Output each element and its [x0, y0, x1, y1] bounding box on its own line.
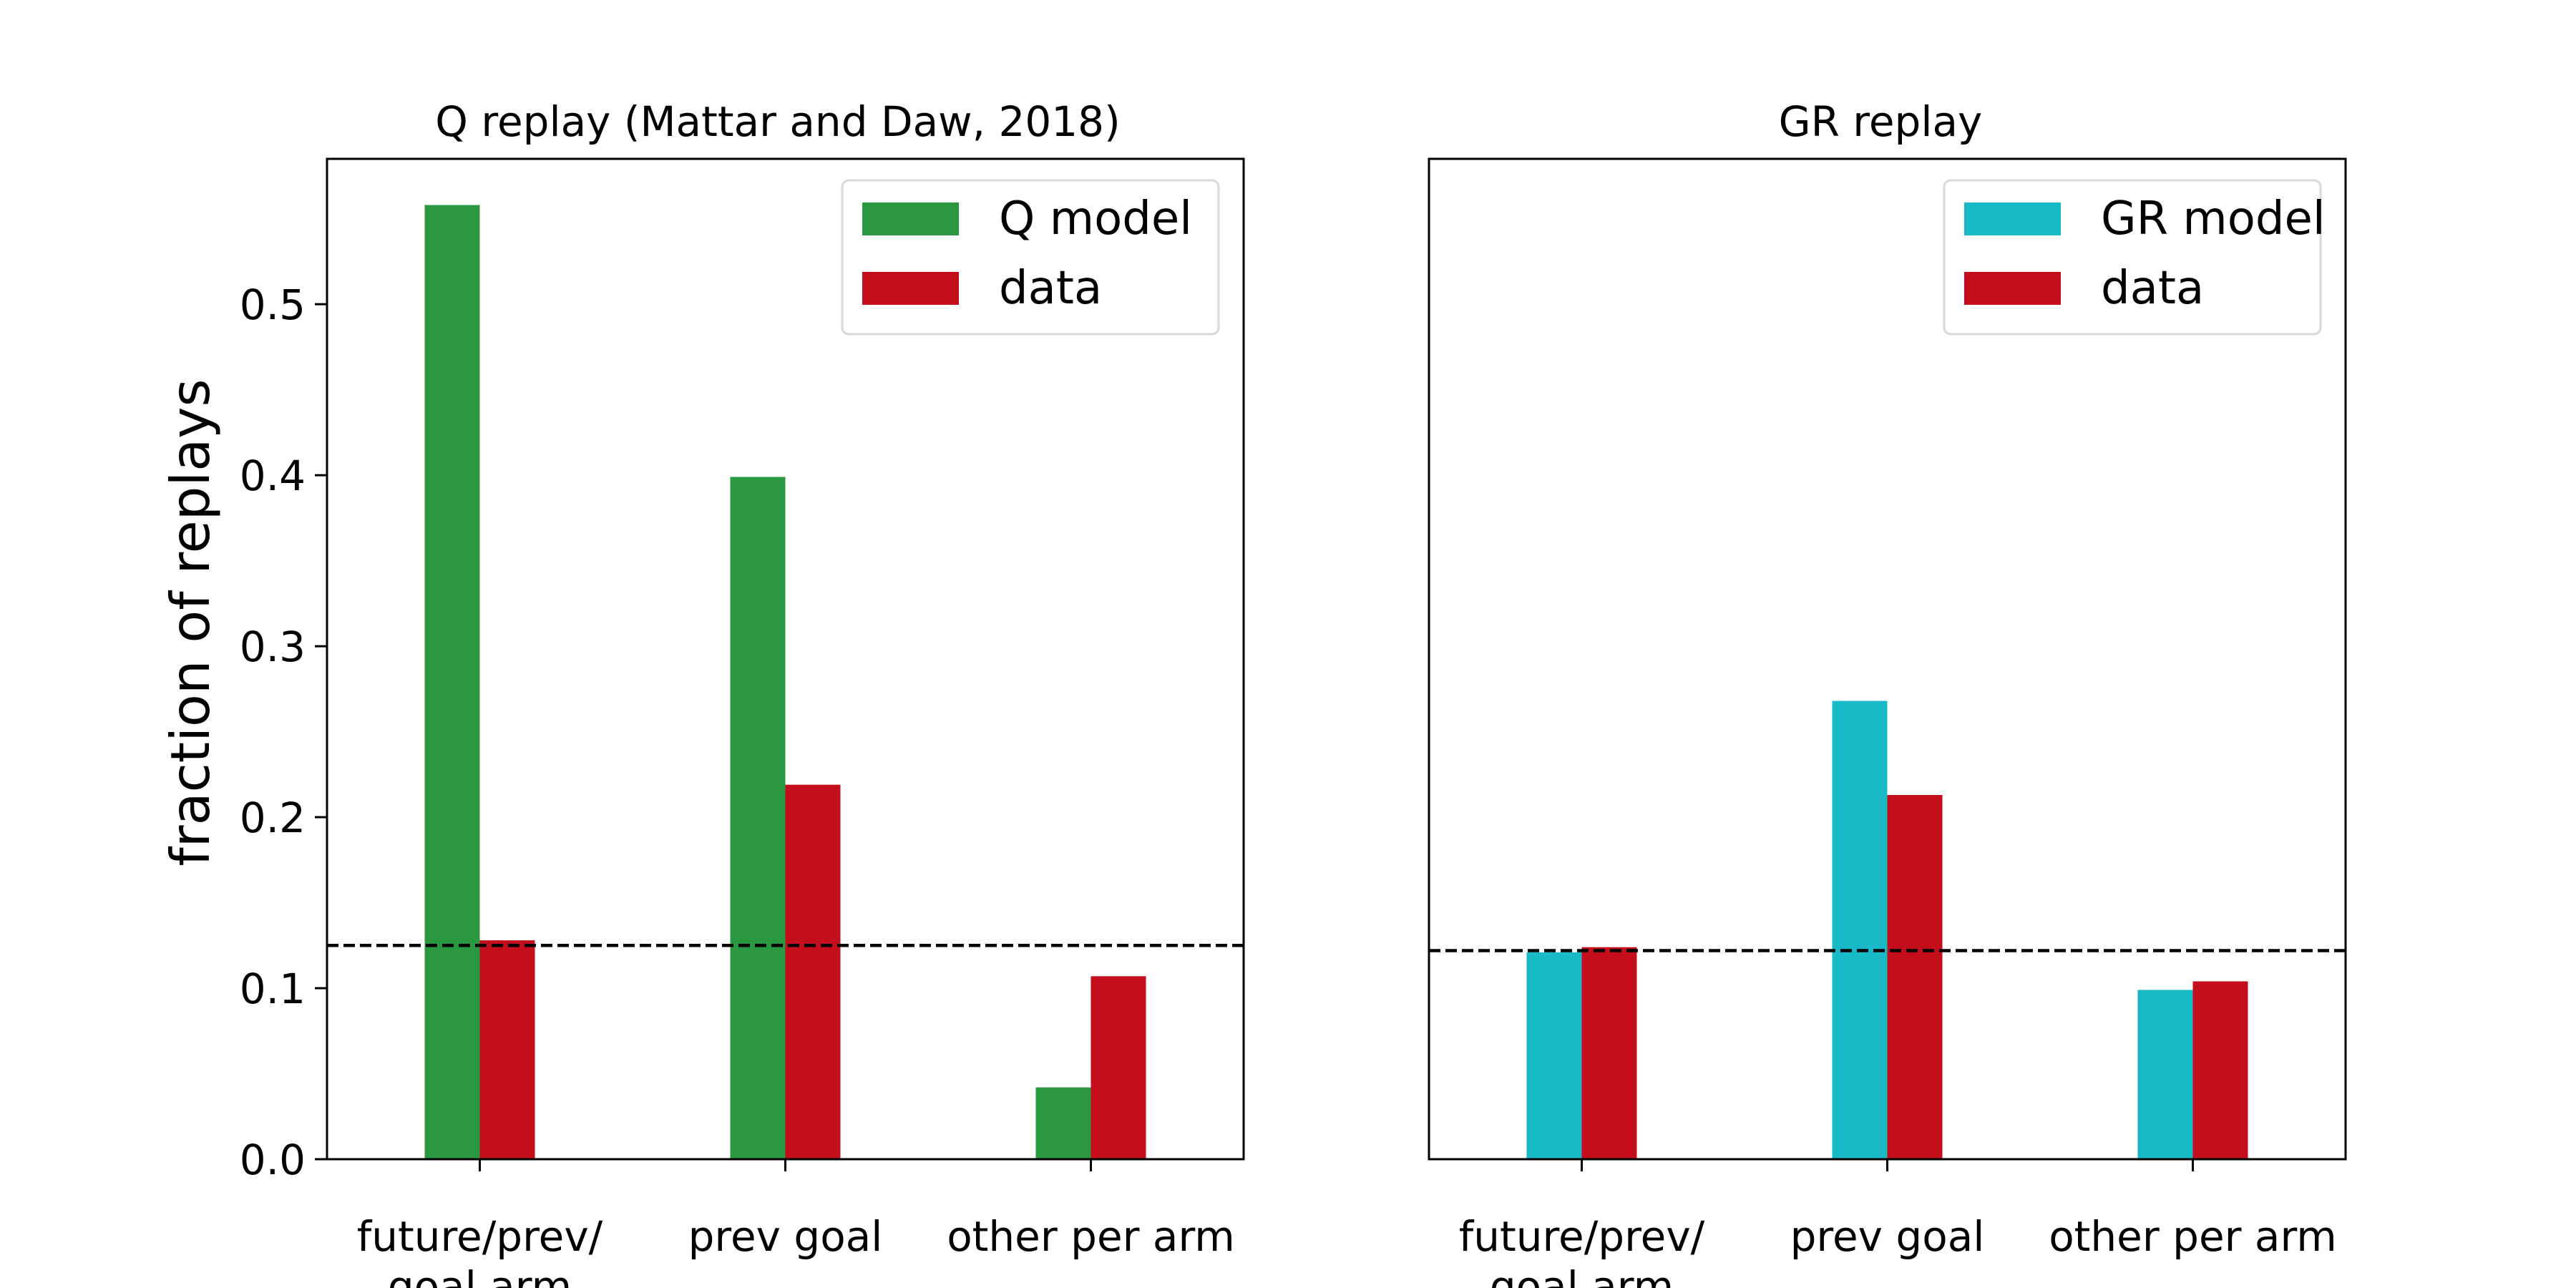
legend-label: Q model: [999, 192, 1192, 245]
panel-q-replay: Q replay (Mattar and Daw, 2018) 0.0 0.1 0.…: [240, 97, 1245, 1288]
bar-gr-model-2: [2137, 990, 2193, 1159]
bar-data-1: [785, 784, 841, 1159]
legend-swatch: [862, 203, 959, 235]
x-tick-label: prev goal: [688, 1212, 883, 1261]
legend-label: data: [2101, 262, 2204, 315]
y-tick-label: 0.0: [240, 1136, 306, 1184]
y-axis-label: fraction of replays: [159, 379, 222, 866]
x-tick-label: goal arm: [1490, 1262, 1674, 1288]
y-tick-label: 0.5: [240, 280, 306, 329]
x-tick-label: future/prev/: [1459, 1212, 1705, 1261]
bar-data-2: [2192, 981, 2248, 1159]
x-tick-label: prev goal: [1790, 1212, 1985, 1261]
bar-gr-model-0: [1526, 952, 1582, 1159]
bar-data-1: [1887, 794, 1943, 1159]
panel-gr-replay: GR replay future/prev/goal arm prev goal o…: [1428, 97, 2347, 1288]
bar-q-model-2: [1035, 1087, 1091, 1159]
bar-data-2: [1091, 976, 1146, 1159]
chart-title: Q replay (Mattar and Daw, 2018): [435, 97, 1120, 146]
chart-title: GR replay: [1779, 97, 1983, 146]
x-tick-label: goal arm: [388, 1262, 572, 1288]
x-tick-label: other per arm: [947, 1212, 1235, 1261]
y-tick-label: 0.3: [240, 623, 306, 671]
y-tick-label: 0.1: [240, 965, 306, 1013]
x-tick-label: future/prev/: [357, 1212, 603, 1261]
legend-swatch: [862, 272, 959, 305]
y-tick-label: 0.4: [240, 452, 306, 500]
legend-label: GR model: [2101, 192, 2326, 245]
bar-data-0: [1581, 947, 1637, 1159]
bar-gr-model-1: [1832, 701, 1888, 1159]
bar-q-model-0: [424, 205, 480, 1159]
legend-label: data: [999, 262, 1102, 315]
legend-swatch: [1964, 272, 2061, 305]
x-tick-label: other per arm: [2049, 1212, 2337, 1261]
legend-swatch: [1964, 203, 2061, 235]
y-tick-label: 0.2: [240, 794, 306, 842]
bar-data-0: [479, 940, 535, 1159]
bar-q-model-1: [730, 477, 786, 1159]
